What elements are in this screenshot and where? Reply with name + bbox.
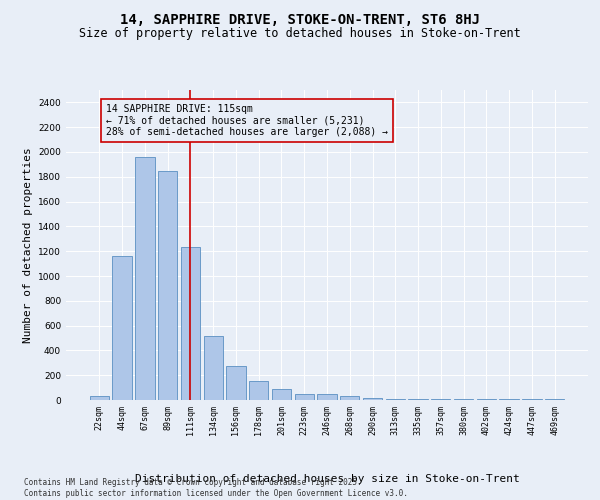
Bar [386, 399, 405, 400]
Bar [203, 336, 223, 400]
Text: Contains HM Land Registry data © Crown copyright and database right 2025.
Contai: Contains HM Land Registry data © Crown c… [24, 478, 408, 498]
Bar [226, 366, 245, 400]
Bar [90, 396, 109, 400]
Text: 14, SAPPHIRE DRIVE, STOKE-ON-TRENT, ST6 8HJ: 14, SAPPHIRE DRIVE, STOKE-ON-TRENT, ST6 … [120, 12, 480, 26]
Bar [135, 157, 155, 400]
X-axis label: Distribution of detached houses by size in Stoke-on-Trent: Distribution of detached houses by size … [134, 474, 520, 484]
Bar [363, 398, 382, 400]
Bar [272, 389, 291, 400]
Text: 14 SAPPHIRE DRIVE: 115sqm
← 71% of detached houses are smaller (5,231)
28% of se: 14 SAPPHIRE DRIVE: 115sqm ← 71% of detac… [106, 104, 388, 137]
Bar [409, 399, 428, 400]
Y-axis label: Number of detached properties: Number of detached properties [23, 147, 32, 343]
Bar [181, 248, 200, 400]
Bar [295, 394, 314, 400]
Bar [249, 381, 268, 400]
Bar [158, 170, 178, 400]
Text: Size of property relative to detached houses in Stoke-on-Trent: Size of property relative to detached ho… [79, 28, 521, 40]
Bar [112, 256, 132, 400]
Bar [340, 396, 359, 400]
Bar [317, 394, 337, 400]
